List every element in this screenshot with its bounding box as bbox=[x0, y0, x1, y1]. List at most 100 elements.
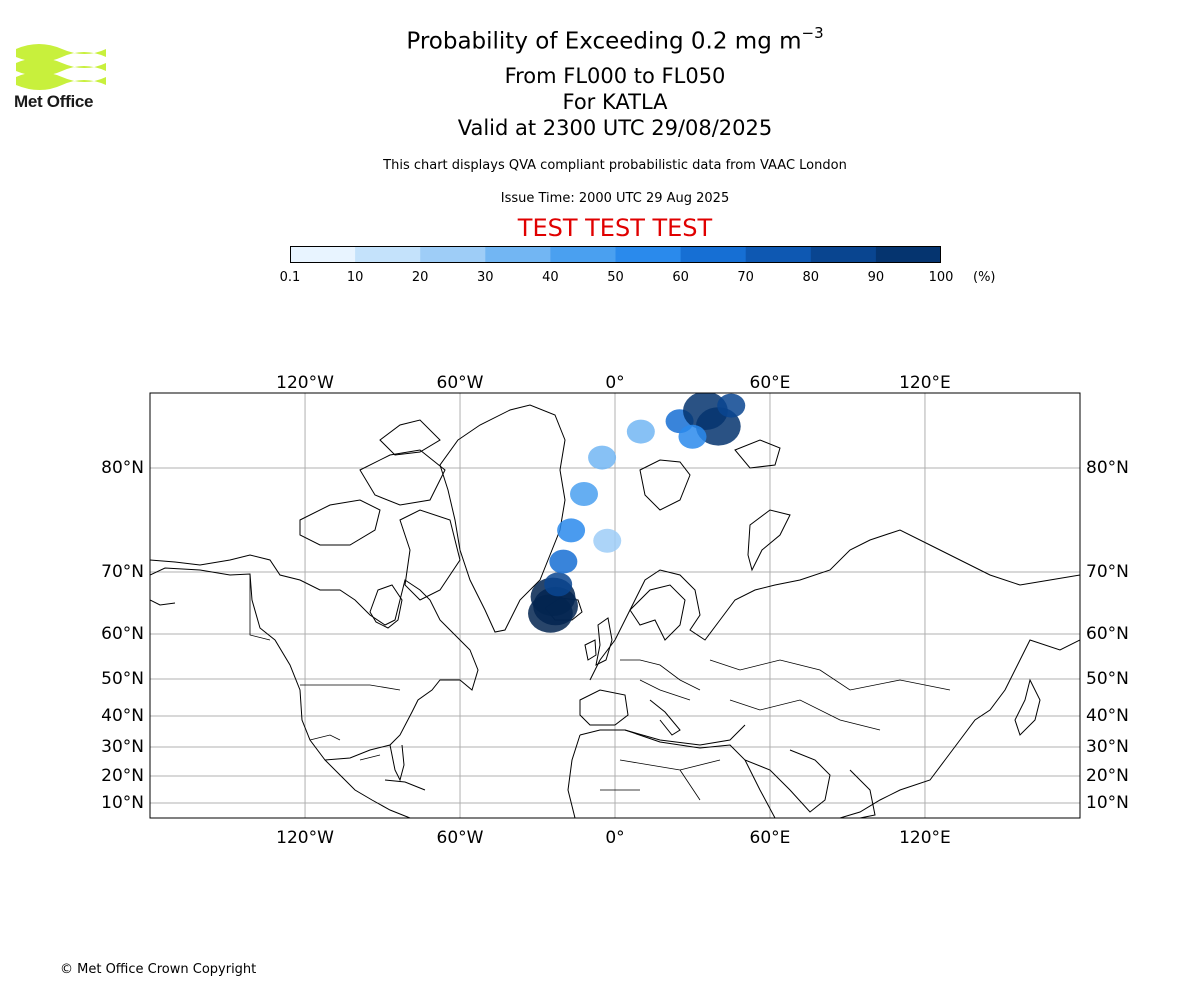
coast-hudson bbox=[369, 584, 403, 629]
plume-cell bbox=[626, 419, 655, 444]
colorbar-tick-label: 70 bbox=[737, 270, 754, 285]
colorbar-tick-label: 10 bbox=[346, 270, 364, 285]
latitude-label-left: 10°N bbox=[101, 793, 144, 813]
colorbar-segment bbox=[875, 246, 941, 263]
logo-text: Met Office bbox=[14, 92, 94, 111]
map-frame bbox=[149, 392, 1081, 819]
latitude-label-left: 40°N bbox=[101, 706, 144, 726]
latitude-label-left: 20°N bbox=[101, 766, 144, 786]
latitude-label-left: 60°N bbox=[101, 624, 144, 644]
colorbar-unit: (%) bbox=[973, 270, 996, 285]
plume-cell bbox=[570, 482, 599, 506]
borders-europe bbox=[600, 659, 951, 801]
plume-cell bbox=[549, 549, 578, 574]
valid-time: Valid at 2300 UTC 29/08/2025 bbox=[457, 116, 773, 140]
latitude-label-right: 70°N bbox=[1086, 562, 1129, 582]
coast-ireland bbox=[584, 639, 597, 661]
coast-arabia bbox=[744, 749, 831, 813]
latitude-label-right: 60°N bbox=[1086, 624, 1129, 644]
level-range: From FL000 to FL050 bbox=[504, 64, 726, 88]
chart-title: Probability of Exceeding 0.2 mg m−3 bbox=[406, 24, 824, 55]
coast-italy bbox=[649, 699, 681, 736]
copyright: © Met Office Crown Copyright bbox=[60, 962, 257, 977]
coast-greenland bbox=[439, 404, 566, 633]
plume-cell bbox=[593, 528, 622, 553]
colorbar-segment bbox=[550, 246, 616, 263]
ash-probability-plume bbox=[528, 393, 746, 633]
coast-florida bbox=[389, 744, 405, 782]
colorbar-tick-label: 100 bbox=[928, 270, 954, 285]
colorbar-segment bbox=[290, 246, 356, 263]
latitude-label-right: 50°N bbox=[1086, 669, 1129, 689]
colorbar-tick-label: 80 bbox=[802, 270, 820, 285]
coast-africa bbox=[579, 729, 776, 818]
longitude-label: 60°W bbox=[437, 373, 484, 393]
test-banner: TEST TEST TEST bbox=[517, 214, 713, 242]
coast-arctic-islands-1 bbox=[299, 499, 381, 546]
longitude-label: 120°W bbox=[276, 373, 334, 393]
colorbar-tick-label: 60 bbox=[672, 270, 689, 285]
graticule bbox=[150, 393, 1080, 818]
latitude-label-right: 10°N bbox=[1086, 793, 1129, 813]
latitude-label-left: 30°N bbox=[101, 737, 144, 757]
plume-cell bbox=[678, 424, 707, 449]
axis-labels: 120°W 120°W 60°W 60°W 0° 0° 60°E 60°E 120°E 120°E… bbox=[101, 373, 1129, 848]
colorbar-tick-label: 30 bbox=[477, 270, 494, 285]
latitude-label-right: 40°N bbox=[1086, 706, 1129, 726]
plume-cell bbox=[588, 445, 617, 470]
longitude-label: 60°E bbox=[750, 373, 791, 393]
latitude-label-right: 80°N bbox=[1086, 458, 1129, 478]
coast-africa-west bbox=[567, 734, 581, 818]
borders-americas bbox=[249, 575, 401, 761]
colorbar-segment bbox=[615, 246, 682, 263]
coast-novaya-zemlya bbox=[747, 509, 791, 572]
colorbar-segment bbox=[355, 246, 421, 263]
colorbar bbox=[290, 246, 941, 263]
met-office-logo bbox=[16, 44, 106, 90]
disclaimer: This chart displays QVA compliant probab… bbox=[383, 158, 847, 173]
coast-svalbard bbox=[639, 459, 691, 511]
latitude-label-left: 70°N bbox=[101, 562, 144, 582]
latitude-label-right: 30°N bbox=[1086, 737, 1129, 757]
plume-cell bbox=[544, 572, 573, 597]
coast-eurasia bbox=[589, 529, 1080, 818]
latitude-label-left: 50°N bbox=[101, 669, 144, 689]
colorbar-segment bbox=[680, 246, 747, 263]
coast-scandinavia bbox=[629, 584, 686, 641]
coast-cuba bbox=[384, 779, 426, 791]
colorbar-tick-label: 50 bbox=[607, 270, 624, 285]
colorbar-tick-label: 40 bbox=[542, 270, 559, 285]
coast-baffin bbox=[399, 509, 461, 601]
coast-arctic-islands-3 bbox=[379, 419, 441, 456]
colorbar-tick-label: 20 bbox=[411, 270, 429, 285]
coast-franz-josef bbox=[734, 439, 781, 469]
longitude-label: 120°E bbox=[899, 373, 951, 393]
longitude-label: 60°E bbox=[750, 828, 791, 848]
colorbar-segment bbox=[745, 246, 812, 263]
coast-alaska-islands bbox=[150, 599, 176, 606]
colorbar-segment bbox=[420, 246, 486, 263]
coastlines bbox=[150, 404, 1080, 818]
coast-arctic-islands-2 bbox=[359, 449, 446, 506]
longitude-label: 0° bbox=[605, 373, 624, 393]
coast-uk bbox=[595, 617, 613, 666]
issue-time: Issue Time: 2000 UTC 29 Aug 2025 bbox=[500, 191, 730, 206]
coast-japan bbox=[1014, 678, 1041, 736]
coast-mediterranean bbox=[624, 724, 746, 746]
plume-cell bbox=[717, 393, 746, 418]
longitude-label: 60°W bbox=[437, 828, 484, 848]
volcano-name: For KATLA bbox=[562, 90, 668, 114]
latitude-label-right: 20°N bbox=[1086, 766, 1129, 786]
longitude-label: 120°W bbox=[276, 828, 334, 848]
colorbar-segment bbox=[810, 246, 877, 263]
longitude-label: 120°E bbox=[899, 828, 951, 848]
coast-india bbox=[849, 769, 876, 818]
coast-central-america bbox=[324, 759, 411, 818]
plume-cell bbox=[557, 518, 586, 543]
longitude-label: 0° bbox=[605, 828, 624, 848]
coast-north-america bbox=[150, 554, 479, 761]
colorbar-segment bbox=[485, 246, 551, 263]
colorbar-tick-label: 0.1 bbox=[279, 270, 301, 285]
latitude-label-left: 80°N bbox=[101, 458, 144, 478]
